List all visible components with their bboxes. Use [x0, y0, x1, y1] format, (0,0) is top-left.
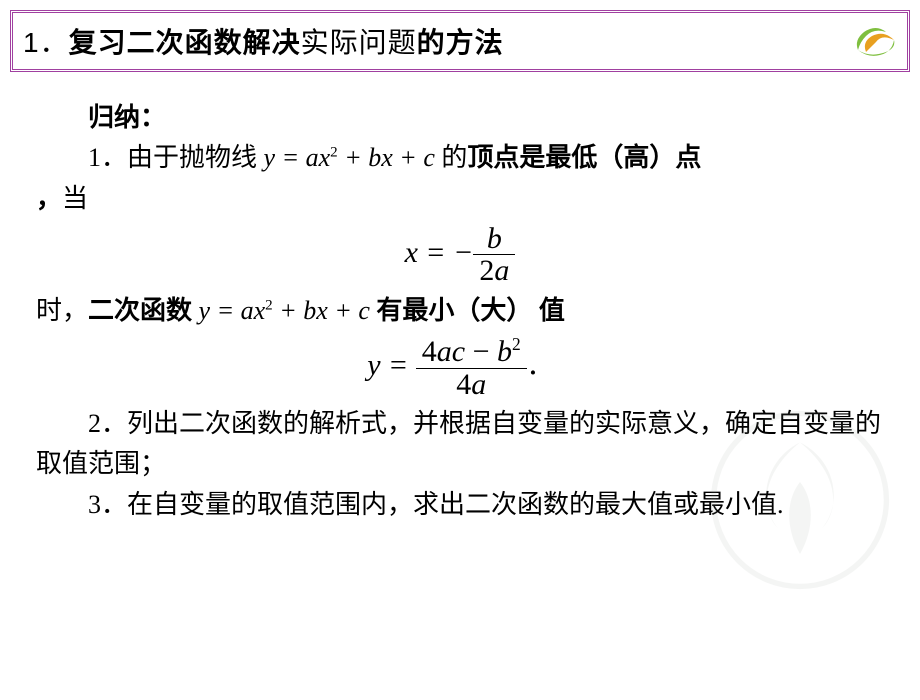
heading-bold-b: 的方法 [417, 27, 504, 58]
section-heading: 1．复习二次函数解决实际问题的方法 [23, 27, 504, 58]
formula-vertex-x: x = −b2a [36, 223, 884, 287]
heading-plain: 实际问题 [301, 27, 417, 58]
eq-sup: 2 [330, 145, 338, 161]
eq-p2: + [393, 143, 424, 172]
eq-p1: + [338, 143, 369, 172]
eq2-eq: = [210, 296, 241, 325]
heading-bold-a: 复习二次函数解决 [69, 27, 301, 58]
eq2-x2: x [316, 296, 328, 325]
f2-min: − [465, 335, 497, 368]
f2-n4: 4 [422, 335, 437, 368]
p1b-bold: 二次函数 y = ax2 + bx + c 有最小（大） 值 [88, 296, 565, 325]
p1-prefix: 1．由于抛物线 [88, 143, 264, 172]
eq2-y: y [199, 296, 211, 325]
f2-period: ． [527, 352, 553, 381]
eq2-s: 2 [265, 297, 273, 313]
point-1-line-2: ，当 [36, 179, 884, 219]
eq2-x: x [254, 296, 266, 325]
eq-x2: x [381, 143, 393, 172]
eq-eq: = [275, 143, 306, 172]
p1-dang: 当 [62, 184, 88, 213]
f2-ns: 2 [512, 334, 521, 354]
f2-da: a [471, 368, 486, 401]
f2-nc: c [452, 335, 465, 368]
brand-logo [852, 22, 902, 62]
f1-den2: 2 [479, 254, 494, 287]
eq2-c: c [358, 296, 370, 325]
f2-lhs: y [367, 349, 380, 382]
f2-fraction: 4ac − b24a [416, 335, 527, 400]
p1b-pre: 二次函数 [88, 296, 199, 325]
point-1-line-3: 时，二次函数 y = ax2 + bx + c 有最小（大） 值 [36, 291, 884, 331]
eq2-b: b [303, 296, 316, 325]
p1-bold: 顶点是最低（高）点 [467, 143, 701, 172]
point-1-line-1: 1．由于抛物线 y = ax2 + bx + c 的顶点是最低（高）点 [36, 138, 884, 178]
f1-lhs: x [405, 236, 418, 269]
f1-eq: = [418, 236, 453, 269]
f2-nb: b [497, 335, 512, 368]
eq-y: y [264, 143, 276, 172]
eq-c: c [423, 143, 435, 172]
f2-d4: 4 [456, 368, 471, 401]
point-3: 3．在自变量的取值范围内，求出二次函数的最大值或最小值. [36, 485, 884, 525]
f1-dena: a [494, 254, 509, 287]
eq2-a: a [241, 296, 254, 325]
p1b-shi: 时， [36, 296, 88, 325]
f2-eq: = [381, 349, 416, 382]
heading-number: 1． [23, 27, 69, 58]
eq-x: x [319, 143, 331, 172]
eq-a: a [306, 143, 319, 172]
p1-mid: 的 [435, 143, 468, 172]
eq-b: b [368, 143, 381, 172]
f1-fraction: b2a [473, 223, 515, 287]
summary-label: 归纳： [36, 98, 884, 138]
formula-vertex-y: y = 4ac − b24a． [36, 335, 884, 400]
p1b-mid: 有最小（大） 值 [370, 296, 565, 325]
content-body: 归纳： 1．由于抛物线 y = ax2 + bx + c 的顶点是最低（高）点 … [0, 72, 920, 525]
p1-dian: ， [36, 184, 62, 213]
eq2-p1: + [273, 296, 304, 325]
f1-num: b [487, 222, 502, 255]
f1-neg: − [453, 236, 473, 269]
f2-na: a [437, 335, 452, 368]
point-2: 2．列出二次函数的解析式，并根据自变量的实际意义，确定自变量的取值范围； [36, 404, 884, 485]
section-heading-box: 1．复习二次函数解决实际问题的方法 [10, 10, 910, 72]
eq2-p2: + [328, 296, 359, 325]
